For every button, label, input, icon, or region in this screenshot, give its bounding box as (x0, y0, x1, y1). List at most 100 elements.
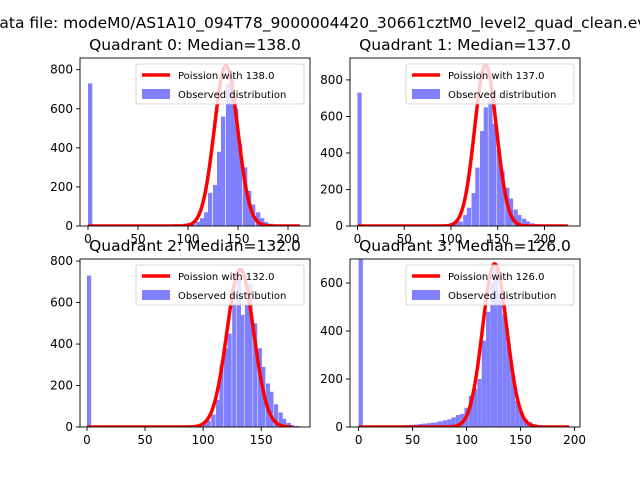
x-tick-label: 100 (440, 232, 463, 246)
y-tick-label: 200 (50, 180, 73, 194)
histogram-bar (515, 400, 520, 427)
x-tick-label: 200 (533, 232, 556, 246)
subplot-quadrant-0: 0 50 100 150 200 0 200 400 600 800 Quadrant 0: Med… (50, 36, 311, 246)
histogram-bar (463, 215, 468, 226)
histogram-bar (226, 83, 231, 226)
y-tick-label: 0 (65, 219, 73, 233)
legend: Poission with 137.0 Observed distribution (405, 63, 575, 105)
histogram-bar (519, 412, 524, 427)
plot-area (86, 64, 302, 226)
x-tick-label: 100 (192, 433, 215, 447)
legend: Poission with 126.0 Observed distribution (405, 264, 575, 306)
histogram-bar (215, 400, 221, 427)
histogram-bar (204, 212, 209, 226)
y-tick-label: 800 (320, 73, 343, 87)
histogram-bar (88, 83, 93, 226)
y-tick-label: 400 (50, 141, 73, 155)
histogram-bar (525, 221, 530, 226)
histogram-bar (455, 415, 461, 427)
legend-entry: Poission with 138.0 (178, 71, 274, 82)
histogram-bar (510, 374, 516, 427)
x-tick-label: 150 (509, 433, 532, 447)
histogram-bar (227, 333, 232, 427)
axes-frame (79, 258, 311, 428)
legend-patch-swatch (412, 89, 440, 99)
histogram-bar (506, 343, 511, 427)
histogram-bar (486, 311, 491, 427)
histogram-bar (243, 167, 248, 226)
legend-patch-swatch (142, 290, 170, 300)
histogram-bar (278, 412, 283, 427)
figure-suptitle: Data file: modeM0/AS1A10_094T78_90000044… (0, 14, 640, 33)
histogram-bar (236, 277, 241, 427)
subplot-title: Quadrant 3: Median=126.0 (359, 237, 571, 255)
y-tick-label: 800 (50, 254, 73, 268)
histogram-bar (496, 149, 501, 226)
y-tick-label: 800 (50, 63, 73, 77)
histogram-bar (196, 221, 201, 226)
y-tick-label: 600 (50, 102, 73, 116)
x-tick-label: 200 (277, 232, 300, 246)
subplot-title: Quadrant 1: Median=137.0 (359, 36, 571, 54)
legend: Poission with 138.0 Observed distribution (135, 63, 305, 105)
legend-entry: Observed distribution (178, 90, 286, 101)
subplot-quadrant-3: 0 50 100 150 200 0 200 400 600 Quadrant 3: Median… (320, 237, 586, 447)
legend-entry: Observed distribution (178, 291, 286, 302)
histogram-bar (481, 340, 486, 427)
histogram-bar (248, 283, 253, 427)
histogram-bar (442, 420, 448, 427)
histogram-bar (483, 107, 488, 226)
axes-frame (79, 57, 311, 227)
histogram-bar (477, 379, 482, 427)
histogram-bar (224, 348, 229, 427)
x-tick-label: 0 (355, 433, 363, 447)
x-tick-label: 150 (227, 232, 250, 246)
y-tick-label: 200 (320, 372, 343, 386)
histogram-bar (357, 92, 362, 226)
histogram-bar (475, 167, 480, 226)
histogram-bar (256, 212, 261, 226)
subplot-title: Quadrant 0: Median=138.0 (89, 36, 301, 54)
histogram-bar (230, 75, 235, 226)
legend-entry: Observed distribution (448, 90, 556, 101)
histogram-bar (269, 391, 274, 427)
histogram-bar (240, 315, 245, 427)
histogram-bar (454, 222, 459, 226)
legend-box (135, 63, 305, 105)
histogram-bar (286, 422, 291, 427)
histogram-bar (260, 218, 265, 226)
histogram-bar (522, 218, 527, 226)
histogram-bar (213, 184, 218, 226)
axes-frame (349, 258, 581, 428)
histogram-bar (430, 422, 436, 427)
histogram-bar (238, 143, 243, 226)
x-tick-label: 50 (137, 433, 152, 447)
histogram-bar (358, 259, 363, 427)
legend-box (405, 63, 575, 105)
histogram-bar (497, 292, 503, 427)
axes-frame (349, 57, 581, 227)
y-tick-label: 0 (335, 420, 343, 434)
histogram-bar (208, 192, 213, 226)
histogram-bar (273, 404, 279, 427)
histogram-bar (219, 364, 224, 427)
x-tick-label: 0 (84, 232, 92, 246)
histogram-bar (282, 418, 287, 427)
y-tick-label: 0 (65, 420, 73, 434)
subplot-quadrant-1: 0 50 100 150 200 0 200 400 600 800 Quadrant 1: Med… (320, 36, 581, 246)
histogram-bar (435, 422, 440, 427)
histogram-bar (517, 215, 522, 226)
histogram-bar (466, 207, 472, 226)
histogram-bar (86, 275, 92, 427)
x-tick-label: 50 (405, 433, 420, 447)
histogram-bar (471, 193, 476, 226)
x-tick-label: 50 (397, 232, 412, 246)
plot-area (357, 259, 571, 427)
histogram-bar (458, 221, 463, 226)
legend-entry: Poission with 132.0 (178, 272, 274, 283)
histogram-bar (493, 268, 498, 427)
histogram-bar (438, 421, 443, 427)
legend-box (405, 264, 575, 306)
x-tick-label: 50 (130, 232, 145, 246)
y-tick-label: 400 (50, 337, 73, 351)
